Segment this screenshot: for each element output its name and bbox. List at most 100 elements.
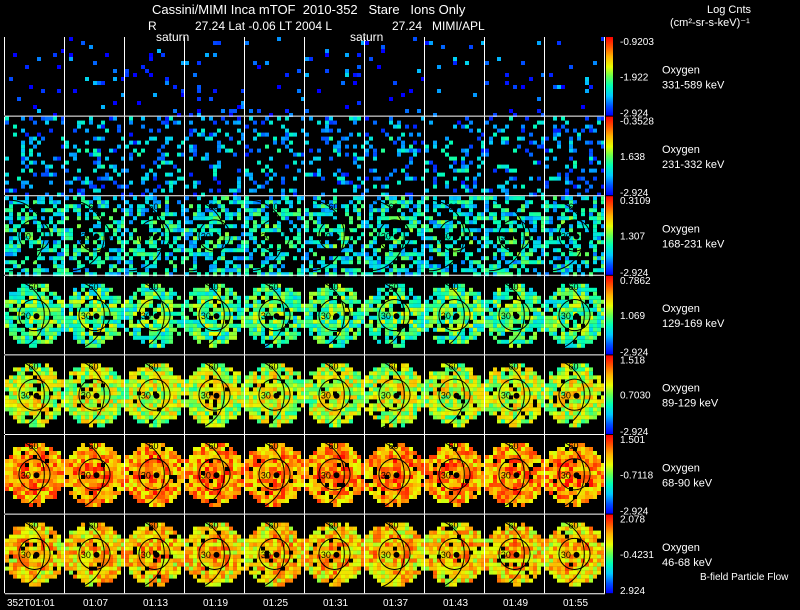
pixel-mark — [377, 248, 381, 252]
pixel-mark — [425, 216, 429, 220]
pixel-mark — [297, 200, 301, 204]
pixel-mark — [245, 220, 249, 224]
pixel-mark — [409, 149, 413, 153]
pixel-mark — [365, 256, 369, 260]
pixel-mark — [437, 336, 441, 340]
pixel-mark — [265, 324, 269, 328]
pixel-mark — [533, 292, 537, 296]
pixel-mark — [417, 260, 421, 264]
ring-label-30: 30 — [81, 311, 91, 321]
saturn-dot — [34, 393, 40, 399]
pixel-mark — [321, 208, 325, 212]
pixel-mark — [373, 252, 377, 256]
pixel-mark — [293, 300, 297, 304]
pixel-mark — [313, 173, 317, 177]
pixel-mark — [417, 208, 421, 212]
pixel-mark — [201, 129, 205, 133]
ring-label-30: 30 — [261, 232, 271, 242]
pixel-mark — [309, 216, 313, 220]
pixel-mark — [453, 332, 457, 336]
pixel-mark — [113, 149, 117, 153]
pixel-mark — [257, 367, 261, 371]
pixel-mark — [81, 363, 85, 367]
pixel-mark — [153, 332, 157, 336]
pixel-mark — [109, 328, 113, 332]
pixel-mark — [173, 383, 177, 387]
pixel-mark — [409, 288, 413, 292]
pixel-mark — [477, 165, 481, 169]
pixel-mark — [357, 208, 361, 212]
pixel-mark — [45, 284, 49, 288]
pixel-mark — [193, 212, 197, 216]
pixel-mark — [453, 304, 457, 308]
pixel-mark — [25, 256, 29, 260]
pixel-mark — [109, 336, 113, 340]
pixel-mark — [165, 196, 169, 200]
pixel-mark — [217, 181, 221, 185]
pixel-mark — [465, 189, 469, 193]
pixel-mark — [237, 236, 241, 240]
pixel-mark — [233, 399, 237, 403]
pixel-mark — [377, 196, 381, 200]
ring-label-60: 60 — [509, 202, 519, 212]
pixel-mark — [441, 149, 445, 153]
pixel-mark — [529, 141, 533, 145]
pixel-mark — [377, 264, 381, 268]
pixel-mark — [545, 220, 549, 224]
pixel-mark — [17, 407, 21, 411]
pixel-mark — [97, 419, 101, 423]
pixel-mark — [493, 204, 497, 208]
image-cell — [545, 117, 605, 197]
pixel-mark — [129, 300, 133, 304]
pixel-mark — [193, 73, 197, 77]
pixel-mark — [41, 423, 45, 427]
pixel-mark — [525, 340, 529, 344]
pixel-mark — [217, 268, 221, 272]
image-cell — [125, 49, 185, 117]
pixel-mark — [213, 344, 217, 348]
pixel-mark — [265, 224, 269, 228]
pixel-mark — [5, 244, 9, 248]
pixel-mark — [25, 157, 29, 161]
pixel-mark — [149, 292, 153, 296]
pixel-mark — [9, 304, 13, 308]
pixel-mark — [81, 121, 85, 125]
pixel-mark — [109, 256, 113, 260]
pixel-mark — [205, 157, 209, 161]
pixel-mark — [545, 149, 549, 153]
pixel-mark — [117, 399, 121, 403]
pixel-mark — [265, 117, 269, 121]
pixel-mark — [141, 177, 145, 181]
pixel-mark — [505, 169, 509, 173]
pixel-mark — [25, 411, 29, 415]
pixel-mark — [353, 228, 357, 232]
pixel-mark — [25, 181, 29, 185]
pixel-mark — [169, 379, 173, 383]
pixel-mark — [261, 284, 265, 288]
pixel-mark — [25, 212, 29, 216]
pixel-mark — [21, 411, 25, 415]
pixel-mark — [593, 129, 597, 133]
pixel-mark — [65, 244, 69, 248]
pixel-mark — [437, 292, 441, 296]
pixel-mark — [325, 332, 329, 336]
pixel-mark — [289, 304, 293, 308]
pixel-mark — [41, 256, 45, 260]
pixel-mark — [425, 236, 429, 240]
pixel-mark — [233, 383, 237, 387]
pixel-mark — [465, 316, 469, 320]
pixel-mark — [21, 328, 25, 332]
pixel-mark — [357, 312, 361, 316]
pixel-mark — [281, 340, 285, 344]
pixel-mark — [101, 284, 105, 288]
ring-label-30: 30 — [321, 232, 331, 242]
pixel-mark — [73, 316, 77, 320]
pixel-mark — [285, 340, 289, 344]
pixel-mark — [137, 208, 141, 212]
pixel-mark — [153, 173, 157, 177]
pixel-mark — [289, 189, 293, 193]
pixel-mark — [353, 161, 357, 165]
pixel-mark — [449, 292, 453, 296]
pixel-mark — [453, 328, 457, 332]
pixel-mark — [53, 240, 57, 244]
